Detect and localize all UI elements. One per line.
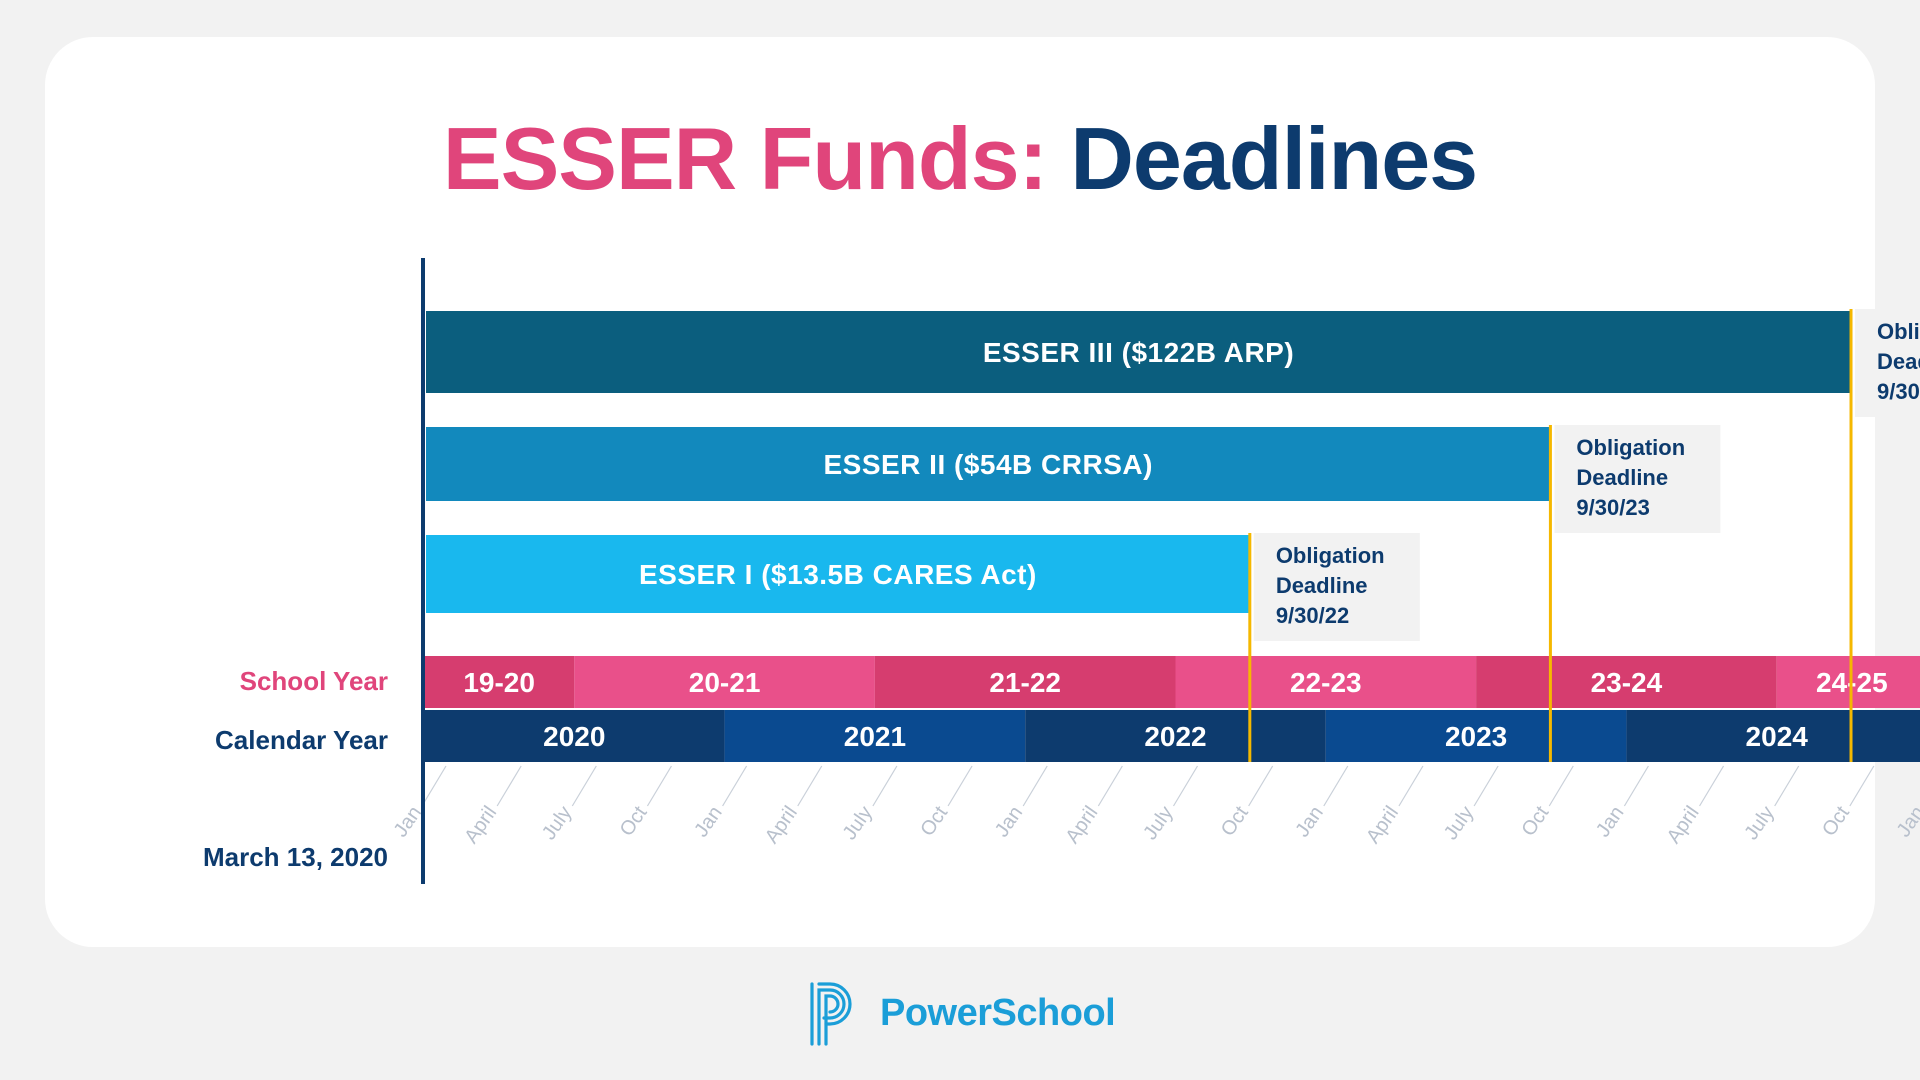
tick-label-21: Jan <box>1893 802 1920 841</box>
tick-line-10 <box>1097 765 1123 807</box>
tick-label-3: July <box>538 802 576 844</box>
deadline-box-2 <box>1554 425 1721 533</box>
deadline-box-1 <box>1855 309 1920 417</box>
tick-label-15: July <box>1440 802 1478 844</box>
tick-line-6 <box>797 765 823 807</box>
tick-label-1: Jan <box>390 802 427 841</box>
year-rows: 19-2020-2121-2222-2323-2424-252020202120… <box>424 656 1920 762</box>
tick-line-12 <box>1248 765 1274 807</box>
deadline-text-3-3: 9/30/22 <box>1276 603 1349 628</box>
tick-line-3 <box>571 765 597 807</box>
tick-line-14 <box>1398 765 1424 807</box>
school-year-segment-1 <box>424 656 575 708</box>
calendar-year-segment-label-5: 2024 <box>1746 721 1809 752</box>
tick-line-18 <box>1699 765 1725 807</box>
tick-line-19 <box>1774 765 1800 807</box>
tick-line-8 <box>947 765 973 807</box>
school-year-segment-3 <box>874 656 1176 708</box>
deadline-text-3-2: Deadline <box>1276 573 1368 598</box>
tick-label-18: April <box>1663 802 1704 847</box>
tick-line-16 <box>1548 765 1574 807</box>
tick-label-11: July <box>1139 802 1177 844</box>
powerschool-logo-icon <box>810 982 852 1046</box>
deadline-text-2-2: Deadline <box>1576 465 1668 490</box>
tick-label-12: Oct <box>1217 802 1253 840</box>
bar-1 <box>426 311 1852 393</box>
calendar-year-segment-1 <box>424 710 725 762</box>
tick-label-17: Jan <box>1592 802 1629 841</box>
month-ticks: Jan April July Oct Jan April July Oct Jan April Ju… <box>390 765 1920 848</box>
tick-line-4 <box>646 765 672 807</box>
tick-line-2 <box>496 765 522 807</box>
tick-label-10: April <box>1061 802 1102 847</box>
tick-label-14: April <box>1362 802 1403 847</box>
deadline-text-1-2: Deadline <box>1877 349 1920 374</box>
bar-label-1: ESSER III ($122B ARP) <box>983 337 1294 368</box>
title-part-2: Deadlines <box>1070 109 1478 208</box>
deadline-text-3-1: Obligation <box>1276 543 1385 568</box>
tick-label-5: Jan <box>690 802 727 841</box>
school-year-segment-label-2: 20-21 <box>689 667 761 698</box>
school-year-segment-5 <box>1476 656 1777 708</box>
chart-title: ESSER Funds: Deadlines <box>0 108 1920 210</box>
calendar-year-segment-label-4: 2023 <box>1445 721 1507 752</box>
tick-line-1 <box>421 765 447 807</box>
school-year-label: School Year <box>240 666 388 696</box>
tick-line-13 <box>1323 765 1349 807</box>
calendar-year-segment-label-3: 2022 <box>1144 721 1206 752</box>
start-date-label: March 13, 2020 <box>203 842 388 872</box>
brand-name: PowerSchool <box>880 991 1116 1034</box>
school-year-segment-label-3: 21-22 <box>989 667 1061 698</box>
tick-line-7 <box>872 765 898 807</box>
tick-line-5 <box>722 765 748 807</box>
calendar-year-segment-4 <box>1325 710 1627 762</box>
tick-label-19: July <box>1740 802 1778 844</box>
funding-bars: ESSER III ($122B ARP) Obligation Deadline 9… <box>426 309 1920 641</box>
bar-label-2: ESSER II ($54B CRRSA) <box>823 449 1152 480</box>
school-year-segment-6 <box>1776 656 1920 708</box>
school-year-segment-2 <box>574 656 875 708</box>
tick-label-6: April <box>761 802 802 847</box>
tick-label-8: Oct <box>916 802 952 840</box>
tick-label-16: Oct <box>1517 802 1553 840</box>
title-part-1: ESSER Funds: <box>442 109 1048 208</box>
tick-line-20 <box>1849 765 1875 807</box>
calendar-year-segment-2 <box>724 710 1026 762</box>
deadline-text-1-3: 9/30/24 <box>1877 379 1920 404</box>
tick-label-7: July <box>839 802 877 844</box>
tick-line-9 <box>1022 765 1048 807</box>
school-year-segment-4 <box>1175 656 1477 708</box>
school-year-segment-label-5: 23-24 <box>1591 667 1663 698</box>
tick-line-15 <box>1473 765 1499 807</box>
calendar-year-label: Calendar Year <box>215 725 388 755</box>
powerschool-logo: PowerSchool <box>808 980 1116 1046</box>
deadline-box-3 <box>1253 533 1420 641</box>
deadline-text-1-1: Obligation <box>1877 319 1920 344</box>
bar-2 <box>426 427 1551 501</box>
tick-label-2: April <box>460 802 501 847</box>
calendar-year-segment-5 <box>1626 710 1920 762</box>
tick-label-20: Oct <box>1818 802 1854 840</box>
tick-label-4: Oct <box>616 802 652 840</box>
tick-line-17 <box>1623 765 1649 807</box>
bar-3 <box>426 535 1250 613</box>
school-year-segment-label-4: 22-23 <box>1290 667 1362 698</box>
deadline-lines <box>1248 309 1853 762</box>
tick-label-9: Jan <box>991 802 1028 841</box>
tick-line-11 <box>1172 765 1199 807</box>
deadline-text-2-1: Obligation <box>1576 435 1685 460</box>
calendar-year-segment-3 <box>1025 710 1326 762</box>
deadline-text-2-3: 9/30/23 <box>1576 495 1649 520</box>
bar-label-3: ESSER I ($13.5B CARES Act) <box>639 559 1037 590</box>
school-year-segment-label-1: 19-20 <box>463 667 535 698</box>
calendar-year-segment-label-1: 2020 <box>543 721 605 752</box>
tick-label-13: Jan <box>1291 802 1328 841</box>
calendar-year-segment-label-2: 2021 <box>844 721 906 752</box>
